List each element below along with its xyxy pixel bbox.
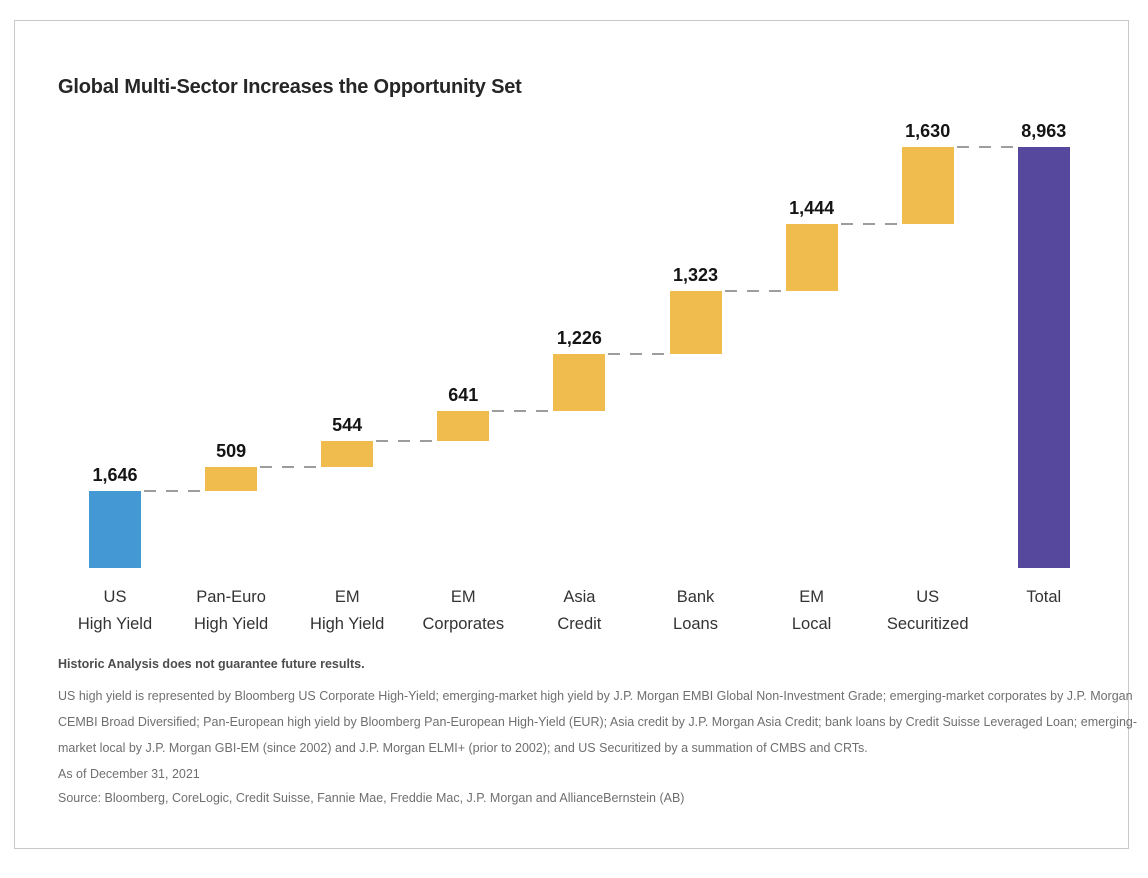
waterfall-chart: 1,646 US High Yield 509 Pan-Euro High Yield 54…: [15, 21, 1128, 661]
bar-bank-loans: [669, 291, 722, 354]
footnote-source: Source: Bloomberg, CoreLogic, Credit Sui…: [58, 791, 685, 805]
bar-em-corporates: [437, 411, 490, 442]
connector-line-8: [956, 146, 1015, 148]
chart-title: Global Multi-Sector Increases the Opport…: [58, 76, 522, 99]
value-label-us-high-yield: 1,646: [92, 464, 138, 485]
value-label-pan-euro-high-yield: 509: [216, 440, 247, 461]
connector-line-3: [376, 440, 435, 443]
footnote-body-line-1: US high yield is represented by Bloomber…: [58, 689, 1133, 703]
bar-em-local: [785, 223, 838, 292]
category-label-em-local: EM Local: [791, 588, 832, 633]
category-label-us-securitized: US Securitized: [886, 588, 969, 633]
category-label-em-high-yield: EM High Yield: [310, 588, 385, 633]
connector-line-7: [840, 222, 899, 225]
value-label-em-high-yield: 544: [332, 415, 363, 436]
footnote-disclaimer: Historic Analysis does not guarantee fut…: [58, 657, 365, 671]
connector-line-6: [724, 290, 783, 293]
category-label-bank-loans: Bank Loans: [673, 588, 718, 633]
category-label-em-corporates: EM Corporates: [422, 588, 505, 633]
bar-us-high-yield: [89, 490, 141, 568]
bar-us-securitized: [901, 147, 954, 224]
footnote-body-line-2: CEMBI Broad Diversified; Pan-European hi…: [58, 715, 1138, 729]
bar-pan-euro-high-yield: [205, 466, 258, 491]
connector-line-5: [608, 352, 667, 355]
value-label-em-corporates: 641: [448, 385, 479, 406]
connector-line-4: [492, 410, 551, 413]
value-label-asia-credit: 1,226: [556, 327, 602, 348]
footnote-body-line-3: market local by J.P. Morgan GBI-EM (sinc…: [58, 741, 868, 755]
chart-card: Global Multi-Sector Increases the Opport…: [14, 20, 1138, 849]
category-label-total: Total: [1026, 588, 1062, 606]
category-label-us-high-yield: US High Yield: [77, 588, 153, 633]
value-label-total: 8,963: [1021, 121, 1067, 141]
bar-em-high-yield: [321, 441, 374, 467]
footnote-as-of-date: As of December 31, 2021: [58, 767, 200, 781]
bar-total: [1017, 147, 1070, 568]
connector-line-1: [144, 489, 203, 492]
category-label-asia-credit: Asia Credit: [557, 588, 602, 633]
connector-line-2: [260, 465, 319, 468]
value-label-us-securitized: 1,630: [905, 121, 951, 141]
category-label-pan-euro-high-yield: Pan-Euro High Yield: [193, 588, 269, 633]
bar-asia-credit: [553, 353, 606, 412]
value-label-em-local: 1,444: [789, 197, 835, 218]
value-label-bank-loans: 1,323: [672, 265, 719, 286]
footnotes: Historic Analysis does not guarantee fut…: [58, 657, 1138, 811]
